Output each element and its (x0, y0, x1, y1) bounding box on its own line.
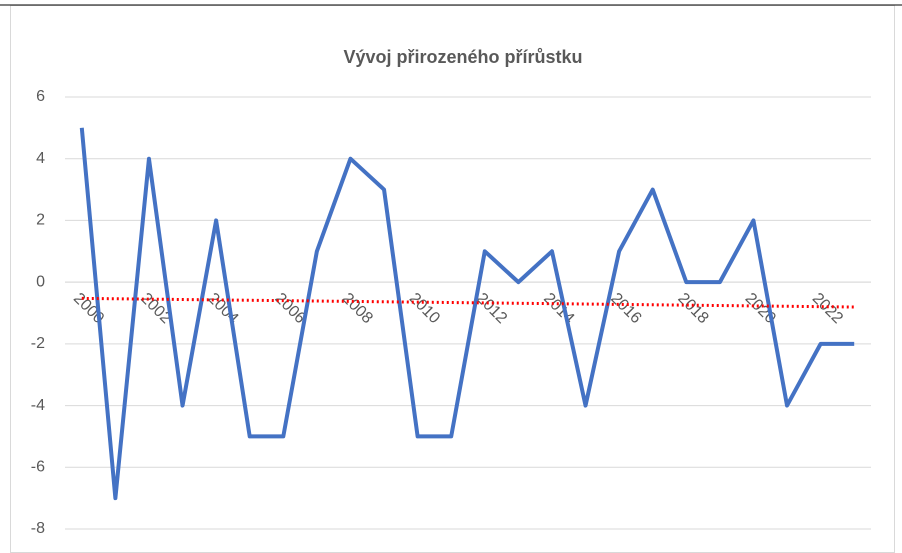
y-tick-label: 4 (36, 150, 45, 167)
y-tick-label: 2 (36, 212, 45, 229)
chart-frame (10, 5, 895, 553)
y-tick-label: 6 (36, 88, 45, 105)
trendline (81, 296, 855, 309)
data-line (79, 127, 855, 501)
y-tick-label: -4 (31, 397, 45, 414)
chart-title: Vývoj přirozeného přírůstku (343, 47, 582, 67)
y-tick-label: -6 (31, 459, 45, 476)
y-tick-label: -8 (31, 520, 45, 537)
y-tick-label: 0 (36, 273, 45, 290)
y-tick-label: -2 (31, 335, 45, 352)
